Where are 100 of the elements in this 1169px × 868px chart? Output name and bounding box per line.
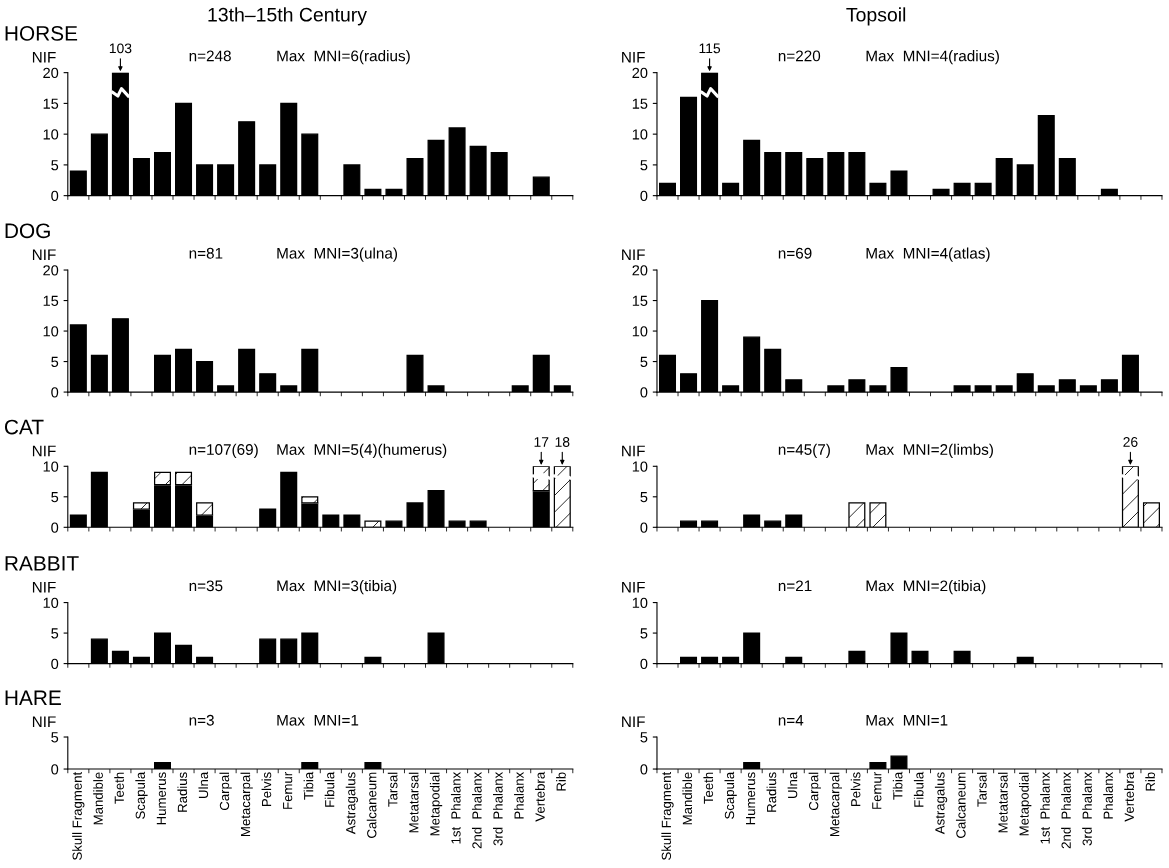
x-tick-label: Metatarsal: [408, 772, 419, 833]
y-axis-title: NIF: [622, 716, 645, 727]
y-tick-label: 15: [632, 295, 648, 306]
x-tick-label: Phalanx: [514, 771, 524, 819]
x-tick-label: Pelvis: [850, 772, 861, 806]
x-tick-label: Femur: [283, 772, 293, 809]
x-tick-label: Mandible: [93, 772, 103, 825]
chart-subtitle: RABBIT: [5, 556, 79, 571]
annotation: 18: [555, 437, 570, 447]
text: n=21: [778, 580, 812, 592]
y-tick-label: 20: [43, 265, 59, 276]
x-tick-label: Teeth: [114, 772, 124, 804]
x-tick-label: Carpal: [808, 772, 821, 811]
x-tick-label: Radius: [177, 772, 188, 812]
y-tick-label: 20: [43, 67, 59, 79]
y-axis-title: NIF: [32, 249, 56, 260]
x-tick-label: Metatarsal: [998, 772, 1008, 833]
y-tick-label: 10: [632, 461, 648, 472]
text: Max MNI=2(limbs): [866, 443, 993, 458]
y-tick-label: 0: [640, 522, 648, 533]
y-tick-label: 0: [640, 190, 648, 202]
y-tick-label: 5: [51, 492, 59, 503]
text: n=35: [189, 580, 223, 592]
y-axis-title: NIF: [622, 445, 645, 457]
text: Max MNI=6(radius): [277, 50, 410, 65]
y-tick-label: 10: [43, 129, 59, 140]
y-tick-label: 0: [640, 658, 648, 670]
y-axis-title: NIF: [622, 52, 645, 63]
y-tick-label: 0: [51, 522, 59, 533]
x-tick-label: Pelvis: [261, 772, 272, 806]
y-tick-label: 5: [640, 492, 648, 503]
x-tick-label: Fibula: [324, 771, 335, 807]
chart-subtitle: CAT: [4, 419, 44, 435]
x-tick-label: Tibia: [303, 771, 314, 800]
x-tick-label: Metacarpal: [240, 772, 253, 837]
x-tick-label: Calcaneum: [955, 772, 966, 838]
y-tick-label: 10: [632, 129, 648, 140]
x-tick-label: Humerus: [746, 772, 756, 825]
y-axis-title: NIF: [32, 445, 56, 457]
text: Max MNI=1: [866, 715, 948, 726]
x-tick-label: Calcaneum: [366, 772, 377, 838]
y-tick-label: 0: [51, 658, 59, 670]
text: n=220: [778, 50, 821, 62]
y-tick-label: 15: [43, 98, 59, 109]
text: n=4: [778, 715, 804, 726]
y-tick-label: 5: [640, 160, 648, 171]
x-tick-label: Skull Fragment: [72, 771, 85, 860]
x-tick-label: Fibula: [913, 771, 924, 807]
y-tick-label: 0: [51, 764, 59, 775]
text: Max MNI=4(radius): [866, 50, 999, 65]
text: Max MNI=3(tibia): [277, 579, 397, 595]
y-tick-label: 5: [51, 356, 59, 367]
x-tick-label: Astragalus: [934, 772, 948, 835]
x-tick-label: 1st Phalanx: [1040, 771, 1050, 844]
annotation: 26: [1123, 437, 1138, 447]
y-tick-label: 10: [632, 326, 648, 337]
y-tick-label: 0: [640, 764, 648, 775]
text: n=3: [189, 714, 214, 726]
y-axis-title: NIF: [32, 581, 56, 593]
y-tick-label: 20: [632, 67, 648, 79]
x-tick-label: Vertebra: [1124, 771, 1134, 822]
x-tick-label: Radius: [766, 772, 777, 812]
chart-subtitle: HORSE: [5, 26, 78, 41]
y-tick-label: 15: [632, 98, 648, 109]
text: n=248: [189, 50, 231, 62]
x-tick-label: Phalanx: [1103, 771, 1113, 819]
chart-title: Topsoil: [846, 7, 906, 26]
x-tick-label: Metapodial: [429, 772, 443, 836]
x-tick-label: 2nd Phalanx: [1061, 771, 1071, 849]
y-tick-label: 10: [43, 326, 59, 337]
y-axis-title: NIF: [622, 581, 645, 593]
x-tick-label: Scapula: [724, 771, 737, 819]
y-tick-label: 10: [43, 597, 59, 608]
y-axis-title: NIF: [32, 52, 56, 63]
x-tick-label: Scapula: [135, 771, 148, 819]
y-tick-label: 10: [43, 461, 59, 472]
x-tick-label: Metapodial: [1019, 772, 1032, 836]
x-tick-label: Ulna: [198, 771, 209, 798]
x-tick-label: Teeth: [703, 772, 714, 804]
x-tick-label: Astragalus: [345, 772, 359, 835]
text: Max MNI=3(ulna): [277, 247, 398, 262]
text: n=107(69): [189, 443, 258, 458]
y-tick-label: 15: [43, 295, 59, 306]
y-tick-label: 0: [640, 387, 648, 398]
chart-subtitle: HARE: [5, 690, 61, 705]
x-tick-label: Humerus: [156, 772, 167, 825]
text: Max MNI=4(atlas): [866, 247, 990, 262]
x-tick-label: Mandible: [682, 772, 693, 825]
y-tick-label: 5: [51, 732, 59, 743]
x-tick-label: Metacarpal: [829, 772, 842, 837]
x-tick-label: Rib: [556, 772, 566, 791]
y-tick-label: 5: [640, 628, 648, 639]
x-tick-label: Skull Fragment: [661, 771, 674, 860]
x-tick-label: 3rd Phalanx: [1082, 771, 1092, 846]
y-tick-label: 20: [632, 265, 648, 276]
text: Max MNI=5(4)(humerus): [277, 443, 447, 458]
text: Max MNI=2(tibia): [866, 579, 986, 595]
x-tick-label: Femur: [872, 772, 882, 809]
y-axis-title: NIF: [622, 249, 645, 260]
annotation: 115: [699, 43, 721, 54]
